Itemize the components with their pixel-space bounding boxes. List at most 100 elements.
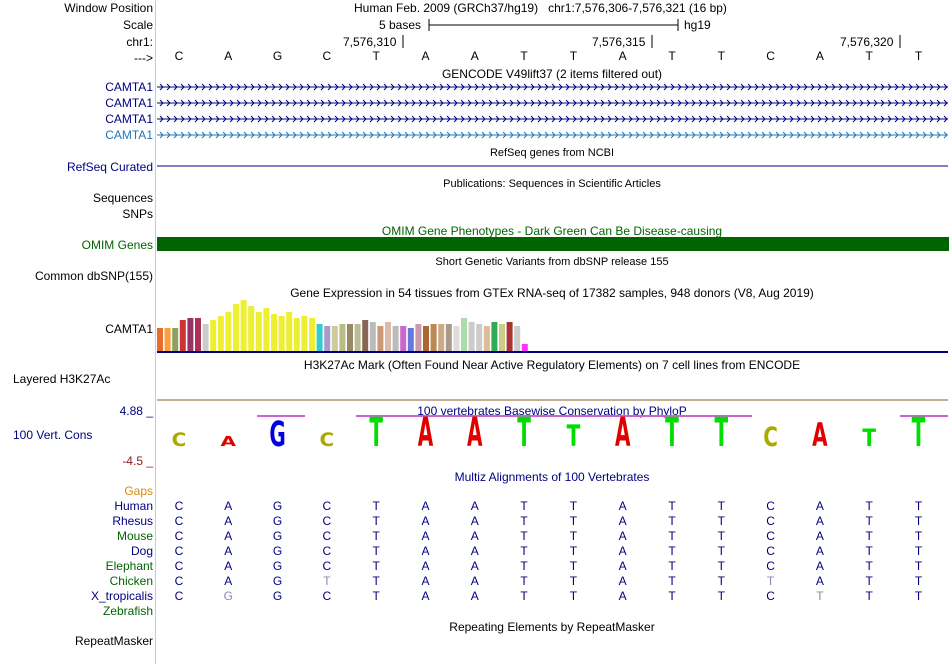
phylop-label[interactable]: 100 Vert. Cons xyxy=(13,428,93,442)
gene-strand-chevrons xyxy=(159,99,948,107)
dbsnp-label[interactable]: Common dbSNP(155) xyxy=(34,269,153,283)
gtex-label[interactable]: CAMTA1 xyxy=(105,322,153,336)
alignment-base: C xyxy=(766,514,775,528)
species-label[interactable]: Human xyxy=(114,499,153,513)
alignment-base: T xyxy=(520,514,528,528)
phylop-logo-letter: C xyxy=(763,421,778,453)
omim-track-title: OMIM Gene Phenotypes - Dark Green Can Be… xyxy=(381,224,723,238)
gtex-tissue-bar xyxy=(210,320,217,352)
gene-label-camta1[interactable]: CAMTA1 xyxy=(105,128,153,142)
species-label[interactable]: X_tropicalis xyxy=(90,589,153,603)
gtex-tissue-bar xyxy=(415,324,422,352)
alignment-base: C xyxy=(174,574,184,588)
alignment-base: A xyxy=(224,499,233,513)
alignment-base: T xyxy=(520,499,528,513)
publications-track-title: Publications: Sequences in Scientific Ar… xyxy=(443,178,661,190)
alignment-base: T xyxy=(372,544,380,558)
alignment-base: T xyxy=(914,574,923,588)
alignment-base: A xyxy=(618,574,627,588)
alignment-base: T xyxy=(569,499,578,513)
gtex-tissue-bar xyxy=(476,324,483,352)
species-label[interactable]: Dog xyxy=(130,544,153,558)
alignment-base: T xyxy=(372,529,380,543)
gtex-track-title: Gene Expression in 54 tissues from GTEx … xyxy=(290,286,814,300)
alignment-base: T xyxy=(372,574,380,588)
alignment-base: T xyxy=(668,574,676,588)
gene-label-camta1[interactable]: CAMTA1 xyxy=(105,112,153,126)
gtex-tissue-bar xyxy=(331,326,338,352)
gtex-tissue-bar xyxy=(521,344,528,352)
dna-base: A xyxy=(421,49,430,63)
phylop-max-label: 4.88 _ xyxy=(119,404,153,418)
alignment-base: A xyxy=(224,559,233,573)
alignment-base: T xyxy=(914,559,923,573)
gtex-tissue-bar xyxy=(354,324,361,352)
dna-base: C xyxy=(322,49,332,63)
alignment-base: T xyxy=(865,499,873,513)
phylop-logo-letter: A xyxy=(812,417,828,454)
alignment-base: T xyxy=(816,589,824,603)
phylop-logo-letter: C xyxy=(172,429,187,451)
species-label[interactable]: Rhesus xyxy=(112,514,153,528)
alignment-base: T xyxy=(865,559,873,573)
window-position-label: Window Position xyxy=(64,1,153,15)
omim-label[interactable]: OMIM Genes xyxy=(81,238,153,252)
alignment-base: C xyxy=(766,589,775,603)
species-label[interactable]: Chicken xyxy=(109,574,153,588)
alignment-base: C xyxy=(174,544,184,558)
gene-strand-chevrons xyxy=(159,83,948,91)
alignment-base: C xyxy=(766,544,775,558)
alignment-base: T xyxy=(865,589,873,603)
alignment-base: T xyxy=(668,514,676,528)
h3k27ac-label[interactable]: Layered H3K27Ac xyxy=(13,372,111,386)
alignment-base: C xyxy=(174,499,184,513)
gene-label-camta1[interactable]: CAMTA1 xyxy=(105,80,153,94)
alignment-base: A xyxy=(224,574,233,588)
gaps-label[interactable]: Gaps xyxy=(124,484,153,498)
snps-label[interactable]: SNPs xyxy=(122,207,153,221)
alignment-base: A xyxy=(421,514,430,528)
dna-base: A xyxy=(224,49,233,63)
alignment-base: T xyxy=(372,499,380,513)
alignment-base: G xyxy=(223,589,233,603)
ruler-tick-label: 7,576,315 xyxy=(592,35,646,49)
species-label[interactable]: Mouse xyxy=(116,529,153,543)
species-label[interactable]: Elephant xyxy=(105,559,153,573)
alignment-base: T xyxy=(717,499,725,513)
alignment-base: A xyxy=(815,499,824,513)
alignment-base: T xyxy=(865,574,873,588)
gtex-tissue-bar xyxy=(202,324,209,352)
gene-strand-chevrons xyxy=(159,115,948,123)
phylop-logo-letter: T xyxy=(912,411,926,457)
alignment-base: T xyxy=(668,529,676,543)
refseq-label[interactable]: RefSeq Curated xyxy=(66,160,153,174)
alignment-base: C xyxy=(322,529,332,543)
gtex-tissue-bar xyxy=(438,324,445,352)
gtex-tissue-bar xyxy=(369,322,376,352)
alignment-base: T xyxy=(717,589,725,603)
alignment-base: T xyxy=(717,514,725,528)
alignment-base: A xyxy=(224,514,233,528)
sequences-label[interactable]: Sequences xyxy=(92,191,153,205)
gene-label-camta1[interactable]: CAMTA1 xyxy=(105,96,153,110)
gtex-tissue-bar xyxy=(164,328,171,352)
repeatmasker-track-title: Repeating Elements by RepeatMasker xyxy=(449,620,655,634)
gtex-tissue-bar xyxy=(301,316,308,352)
alignment-base: C xyxy=(766,499,775,513)
alignment-base: A xyxy=(618,544,627,558)
repeatmasker-label[interactable]: RepeatMasker xyxy=(74,634,153,648)
gtex-tissue-bar xyxy=(483,326,490,352)
gtex-tissue-bar xyxy=(453,326,460,352)
alignment-base: T xyxy=(569,559,578,573)
label-divider xyxy=(155,0,156,664)
alignment-base: T xyxy=(717,559,725,573)
alignment-base: T xyxy=(569,529,578,543)
alignment-base: G xyxy=(272,574,283,588)
gtex-tissue-bar xyxy=(286,312,293,352)
gene-strand-chevrons xyxy=(159,131,948,139)
phylop-logo-letter: T xyxy=(862,424,876,452)
alignment-base: A xyxy=(815,574,824,588)
alignment-base: T xyxy=(520,589,528,603)
dna-base: A xyxy=(618,49,627,63)
species-label[interactable]: Zebrafish xyxy=(102,604,153,618)
